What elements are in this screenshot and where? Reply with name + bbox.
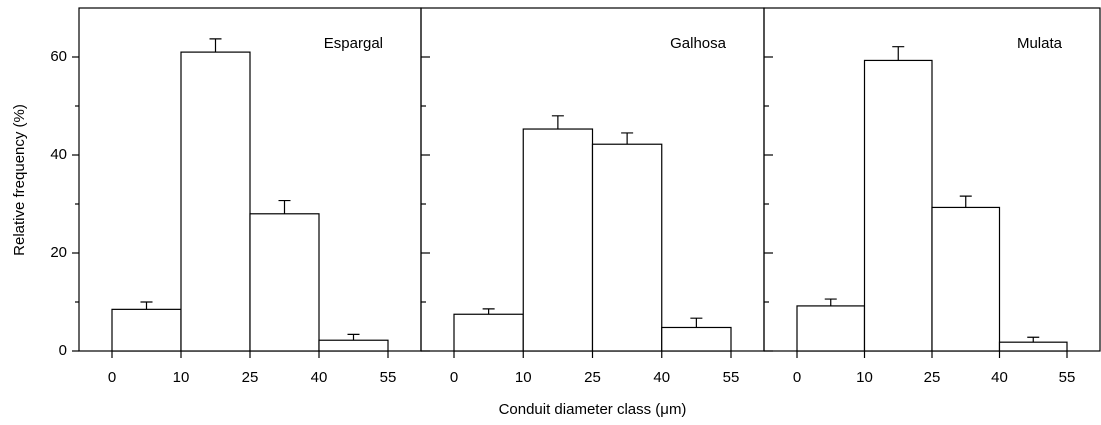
error-bar <box>690 317 703 328</box>
error-bar <box>551 115 564 130</box>
bar <box>661 326 732 352</box>
x-tick-label: 10 <box>173 369 190 386</box>
bar <box>796 305 866 352</box>
x-axis-label: Conduit diameter class (μm) <box>499 401 687 418</box>
x-tick-label: 25 <box>242 369 259 386</box>
bar <box>453 313 524 352</box>
error-bar <box>347 333 360 341</box>
panel-title: Espargal <box>324 35 383 52</box>
x-tick-label: 0 <box>450 369 458 386</box>
bar <box>318 339 389 352</box>
x-tick-label: 55 <box>723 369 740 386</box>
x-tick-label: 25 <box>924 369 941 386</box>
x-tick-label: 10 <box>515 369 532 386</box>
error-bar <box>621 132 634 145</box>
bar <box>180 51 251 352</box>
bar <box>522 128 594 352</box>
y-tick-label: 40 <box>50 146 67 163</box>
x-tick-label: 55 <box>380 369 397 386</box>
x-tick-label: 25 <box>584 369 601 386</box>
panel-title: Mulata <box>1017 35 1063 52</box>
bar <box>998 341 1068 352</box>
error-bar <box>959 195 972 208</box>
error-bar <box>209 38 222 53</box>
panel-title: Galhosa <box>670 35 727 52</box>
x-tick-label: 40 <box>653 369 670 386</box>
bar <box>591 143 663 352</box>
y-tick-label: 20 <box>50 244 67 261</box>
bar <box>249 213 320 352</box>
bar <box>931 206 1001 352</box>
x-tick-label: 40 <box>991 369 1008 386</box>
error-bar <box>278 199 291 214</box>
x-tick-label: 0 <box>793 369 801 386</box>
bar <box>863 59 933 352</box>
x-tick-label: 40 <box>311 369 328 386</box>
bar <box>111 308 182 352</box>
y-tick-label: 0 <box>59 342 67 359</box>
error-bar <box>1027 336 1040 343</box>
error-bar <box>140 301 153 310</box>
x-tick-label: 10 <box>856 369 873 386</box>
y-tick-label: 60 <box>50 48 67 65</box>
x-tick-label: 0 <box>108 369 116 386</box>
error-bar <box>892 46 905 61</box>
x-tick-label: 55 <box>1059 369 1076 386</box>
y-axis-label: Relative frequency (%) <box>11 104 28 256</box>
error-bar <box>482 308 495 315</box>
error-bar <box>824 298 837 306</box>
